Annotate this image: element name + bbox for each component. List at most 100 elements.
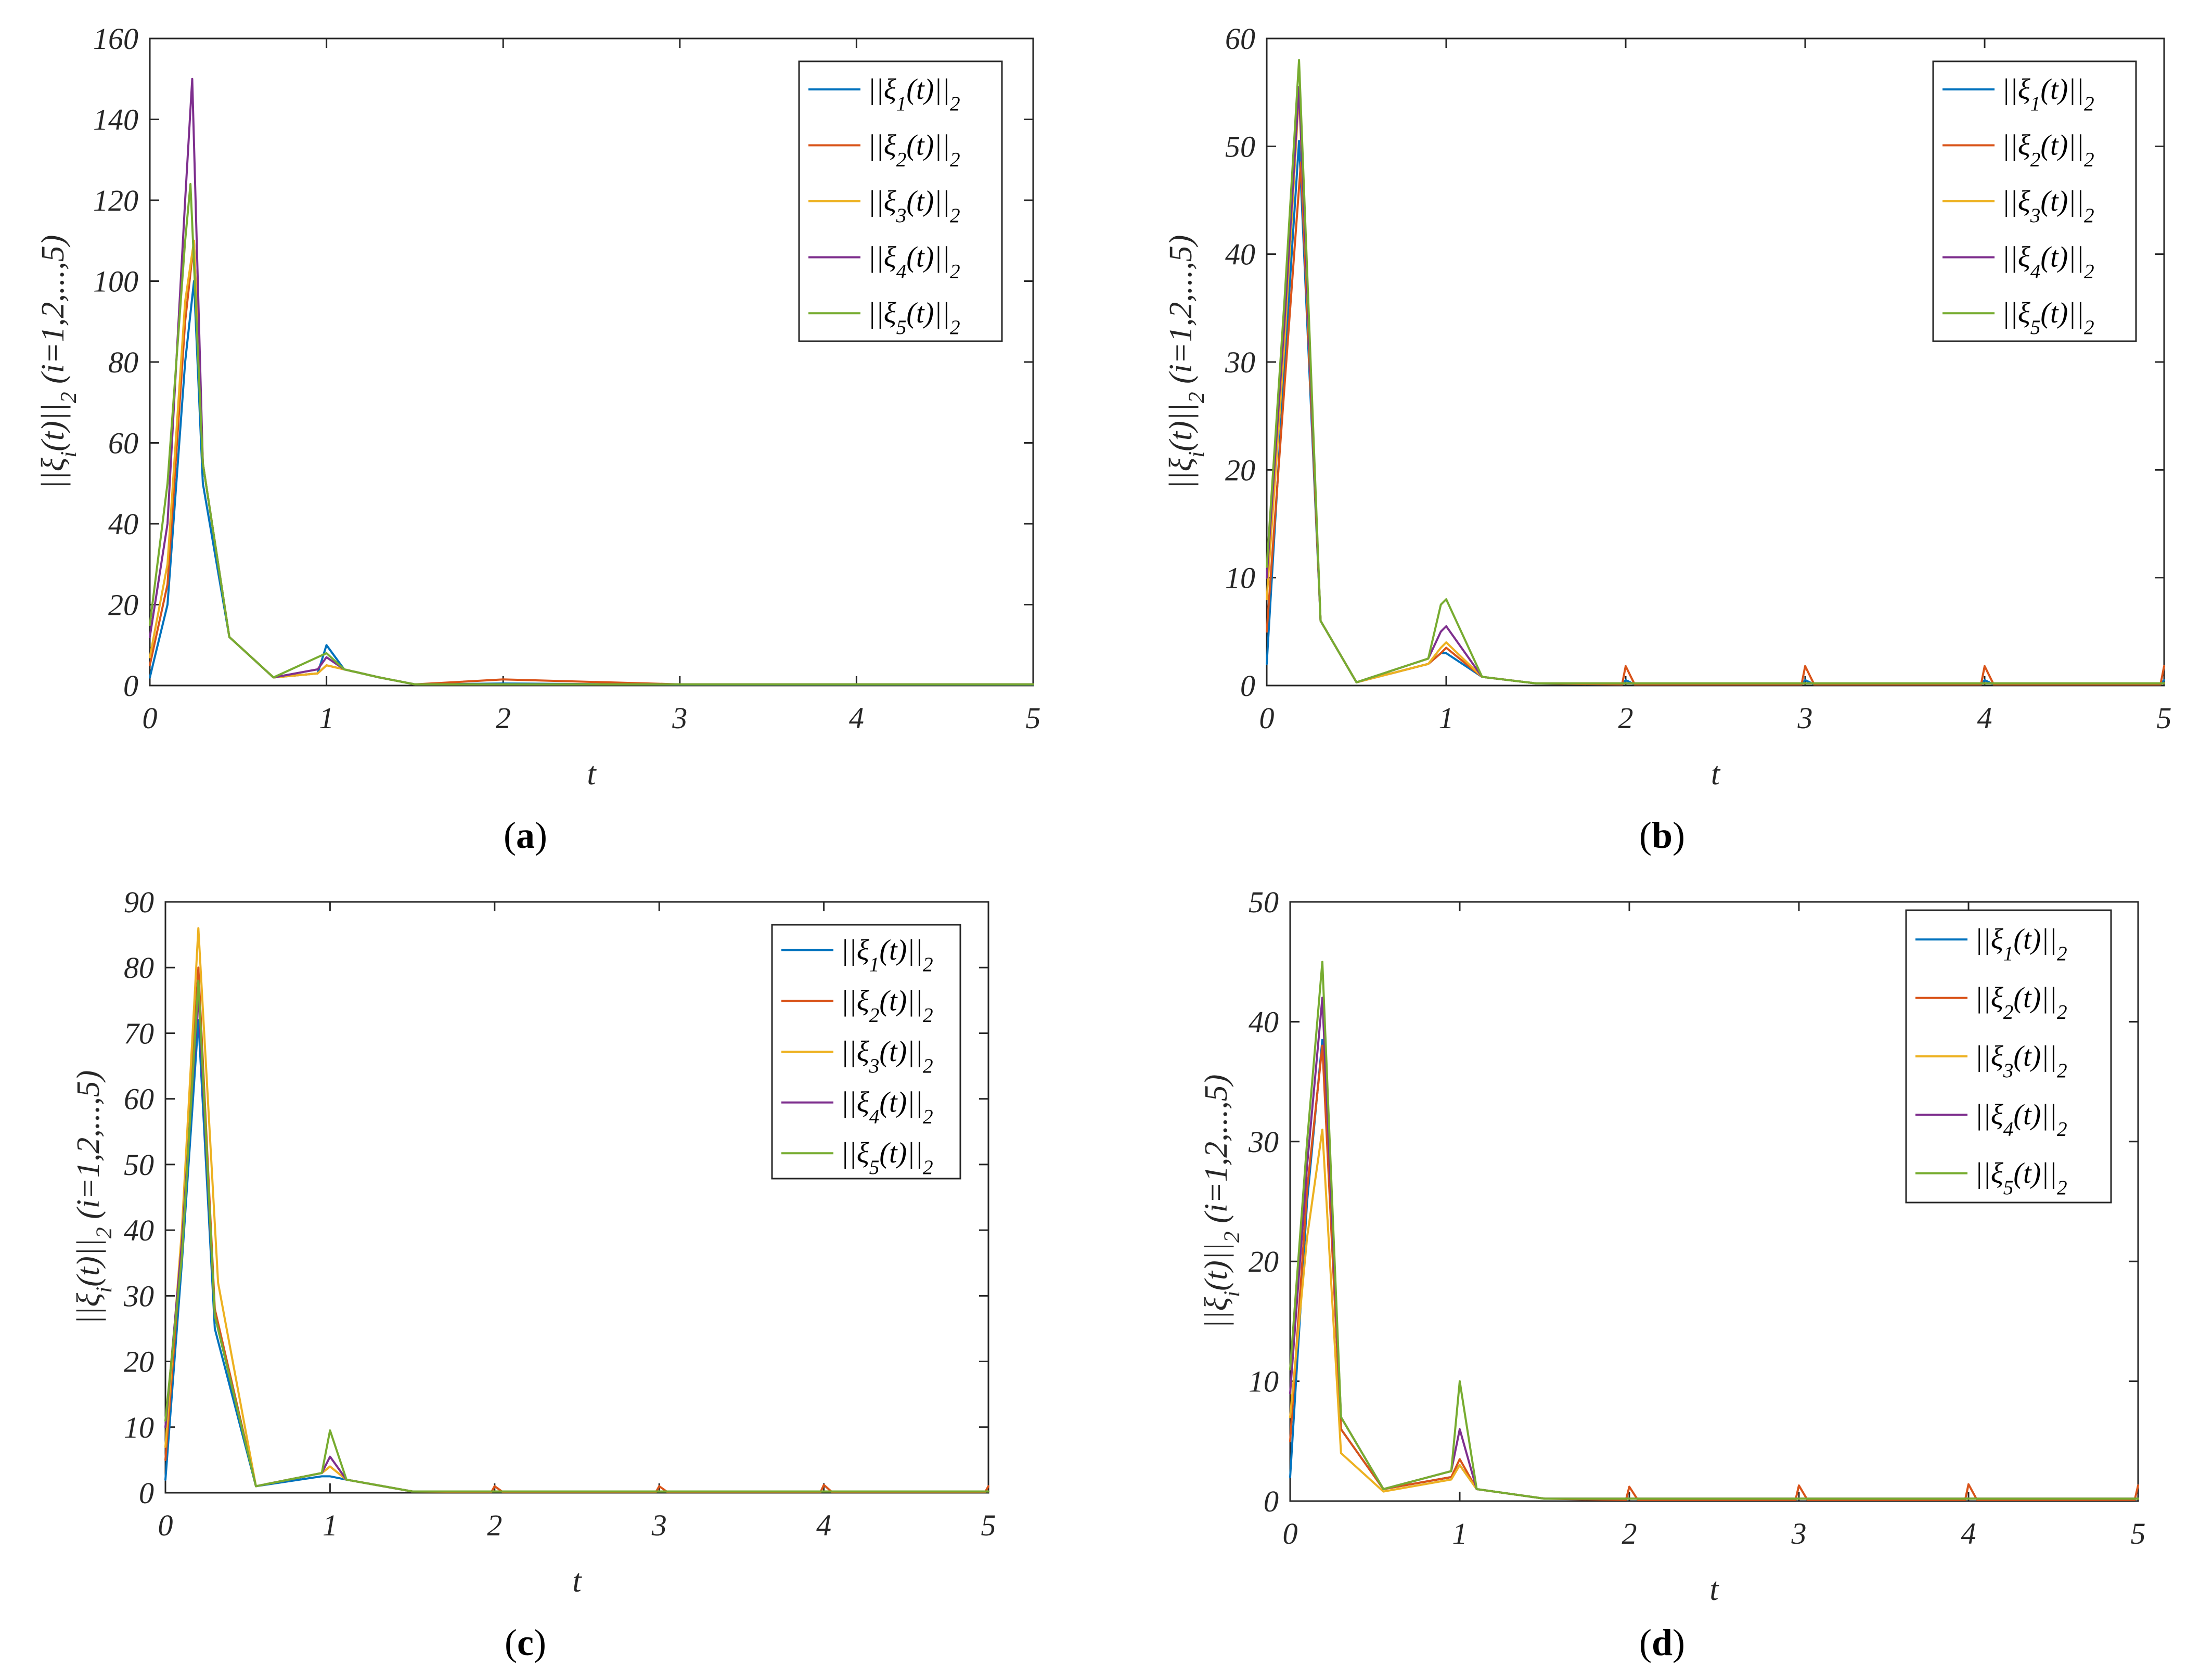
y-tick-label: 50 [1225,130,1255,163]
y-tick-label: 40 [1249,1005,1279,1039]
y-tick-label: 30 [123,1279,154,1313]
plot-frame [1289,901,2139,1502]
x-axis-label: t [572,1563,582,1599]
x-axis-label: t [1709,1572,1719,1607]
panel-caption: (a) [504,815,547,856]
x-tick-label: 2 [1618,701,1633,735]
legend-label-1: ||ξ1(t)||2 [841,934,933,976]
y-tick-label: 80 [124,951,154,985]
x-tick-label: 3 [672,701,687,735]
y-tick-label: 140 [93,103,138,137]
x-tick-label: 5 [2131,1517,2146,1550]
legend-label-4: ||ξ4(t)||2 [841,1087,933,1128]
y-tick-label: 30 [1225,345,1255,379]
legend-label-3: ||ξ3(t)||2 [868,185,960,227]
x-tick-label: 1 [319,701,334,735]
x-axis-label: t [587,756,597,792]
legend-label-2: ||ξ2(t)||2 [1975,982,2067,1024]
y-tick-label: 100 [93,265,138,299]
chart-a: 0 1 2 3 4 5 0 20 40 60 80 100 120 140 160 t ||ξi(t)||2 (… [35,22,1041,856]
panel-caption: (c) [505,1622,546,1663]
series-line-5 [149,183,1034,686]
x-tick-label: 2 [487,1508,502,1542]
x-tick-label: 1 [323,1508,338,1542]
legend-label-2: ||ξ2(t)||2 [868,129,960,171]
x-tick-label: 1 [1452,1517,1468,1550]
legend-label-5: ||ξ5(t)||2 [868,297,960,339]
legend: ||ξ1(t)||2 ||ξ2(t)||2 ||ξ3(t)||2 ||ξ4(t)||2… [1932,60,2137,342]
y-tick-label: 20 [108,588,138,622]
y-tick-label: 10 [1225,561,1255,595]
y-axis-label: ||ξi(t)||2 (i=1,2,...,5) [1199,1075,1244,1329]
y-axis-label: ||ξi(t)||2 (i=1,2,...,5) [71,1070,117,1325]
x-tick-label: 2 [1622,1517,1637,1550]
y-tick-label: 50 [1249,885,1279,919]
y-tick-label: 0 [139,1476,154,1510]
legend-label-5: ||ξ5(t)||2 [841,1137,933,1179]
legend-label-1: ||ξ1(t)||2 [2002,73,2094,115]
panel-caption: (b) [1639,815,1685,856]
legend-label-3: ||ξ3(t)||2 [2002,185,2094,227]
y-tick-label: 50 [124,1148,154,1182]
y-tick-label: 20 [1225,453,1255,487]
panel-caption: (d) [1639,1622,1685,1663]
legend: ||ξ1(t)||2 ||ξ2(t)||2 ||ξ3(t)||2 ||ξ4(t)||2… [798,60,1003,342]
x-tick-label: 2 [496,701,511,735]
y-tick-label: 0 [1264,1484,1279,1518]
legend-label-5: ||ξ5(t)||2 [2002,297,2094,339]
y-tick-label: 160 [93,22,138,56]
legend-label-4: ||ξ4(t)||2 [2002,241,2094,283]
y-tick-label: 120 [93,184,138,217]
series-line-2 [164,966,989,1493]
x-tick-label: 4 [1961,1517,1976,1550]
y-tick-label: 10 [1249,1365,1279,1399]
y-tick-label: 0 [123,669,138,703]
legend-label-2: ||ξ2(t)||2 [841,985,933,1026]
y-tick-label: 30 [1248,1125,1279,1159]
y-tick-label: 60 [1225,22,1255,56]
series-line-5 [1289,961,2139,1500]
x-tick-label: 5 [1026,701,1041,735]
x-tick-label: 4 [849,701,864,735]
legend: ||ξ1(t)||2 ||ξ2(t)||2 ||ξ3(t)||2 ||ξ4(t)||2… [771,924,961,1180]
y-tick-label: 40 [124,1213,154,1247]
legend-label-5: ||ξ5(t)||2 [1975,1157,2067,1199]
y-axis-label: ||ξi(t)||2 (i=1,2,...,5) [1163,235,1209,489]
x-tick-label: 4 [1977,701,1992,735]
legend-label-2: ||ξ2(t)||2 [2002,129,2094,171]
y-tick-label: 80 [108,345,138,379]
legend-label-4: ||ξ4(t)||2 [1975,1099,2067,1140]
y-tick-label: 20 [124,1345,154,1379]
y-tick-label: 0 [1240,669,1255,703]
x-tick-label: 0 [158,1508,173,1542]
y-tick-label: 70 [124,1016,154,1050]
legend: ||ξ1(t)||2 ||ξ2(t)||2 ||ξ3(t)||2 ||ξ4(t)||2… [1905,909,2112,1204]
x-tick-label: 3 [651,1508,667,1542]
y-tick-label: 40 [1225,238,1255,272]
legend-label-1: ||ξ1(t)||2 [868,73,960,115]
y-tick-label: 10 [124,1411,154,1444]
x-tick-label: 4 [816,1508,831,1542]
legend-label-1: ||ξ1(t)||2 [1975,923,2067,965]
x-tick-label: 1 [1439,701,1454,735]
y-tick-label: 60 [108,427,138,460]
legend-label-3: ||ξ3(t)||2 [841,1036,933,1077]
x-tick-label: 3 [1791,1517,1807,1550]
y-tick-label: 40 [108,507,138,541]
y-tick-label: 60 [124,1082,154,1116]
y-tick-label: 90 [124,885,154,919]
series-line-5 [1266,59,2165,684]
series-line-5 [164,979,989,1493]
y-tick-label: 20 [1249,1245,1279,1278]
x-axis-label: t [1711,756,1721,792]
y-axis-label: ||ξi(t)||2 (i=1,2,...,5) [35,235,81,489]
x-tick-label: 3 [1797,701,1813,735]
x-tick-label: 5 [2157,701,2172,735]
x-tick-label: 5 [981,1508,996,1542]
x-tick-label: 0 [143,701,158,735]
legend-label-4: ||ξ4(t)||2 [868,241,960,283]
